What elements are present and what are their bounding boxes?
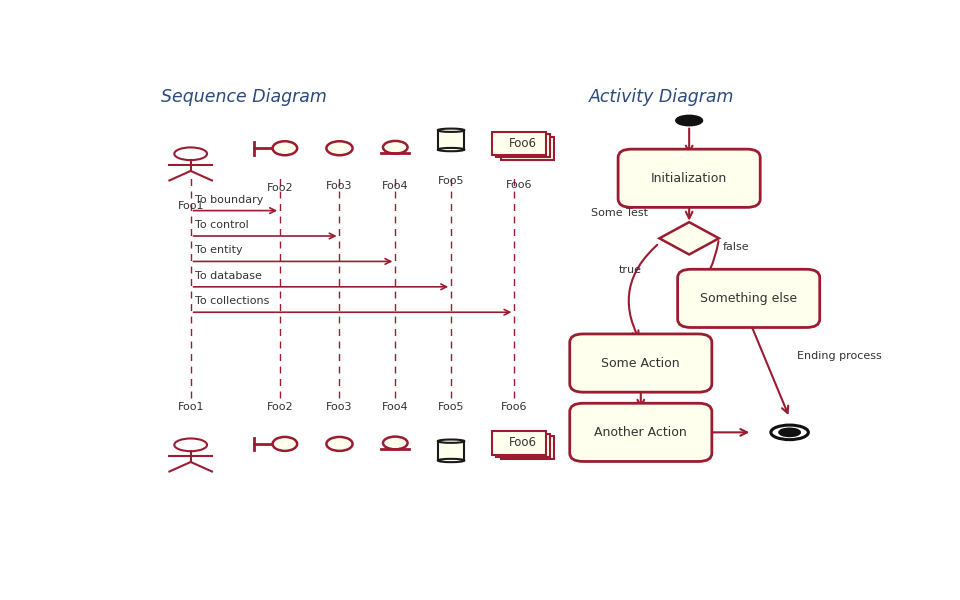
Text: Foo1: Foo1 <box>178 202 204 211</box>
Ellipse shape <box>383 141 408 154</box>
Text: Another Action: Another Action <box>594 426 687 439</box>
Text: Foo4: Foo4 <box>382 181 409 191</box>
FancyBboxPatch shape <box>569 403 712 461</box>
Text: Sequence Diagram: Sequence Diagram <box>161 88 326 106</box>
Ellipse shape <box>273 141 298 155</box>
FancyBboxPatch shape <box>501 137 555 160</box>
Text: To entity: To entity <box>195 245 243 256</box>
Text: Foo6: Foo6 <box>509 436 538 449</box>
FancyBboxPatch shape <box>438 130 465 149</box>
Text: Ending process: Ending process <box>797 351 882 361</box>
FancyBboxPatch shape <box>501 436 555 459</box>
Text: Foo3: Foo3 <box>326 181 352 191</box>
FancyBboxPatch shape <box>569 334 712 392</box>
FancyBboxPatch shape <box>678 269 820 328</box>
Text: Something else: Something else <box>700 292 797 305</box>
Text: Foo6: Foo6 <box>509 137 538 150</box>
Ellipse shape <box>438 148 465 151</box>
Text: Foo2: Foo2 <box>267 183 293 193</box>
Text: Foo5: Foo5 <box>438 403 465 412</box>
Text: To control: To control <box>195 220 249 230</box>
FancyBboxPatch shape <box>438 441 465 460</box>
Text: Some Action: Some Action <box>602 356 680 370</box>
FancyBboxPatch shape <box>496 134 550 157</box>
FancyBboxPatch shape <box>492 431 545 455</box>
Polygon shape <box>660 222 719 254</box>
Text: Foo6: Foo6 <box>501 403 528 412</box>
Ellipse shape <box>676 115 703 126</box>
Text: Foo6: Foo6 <box>506 179 532 190</box>
FancyBboxPatch shape <box>496 434 550 457</box>
Text: Foo1: Foo1 <box>178 403 204 412</box>
Ellipse shape <box>326 437 352 451</box>
Ellipse shape <box>383 437 408 449</box>
Ellipse shape <box>438 459 465 462</box>
Text: To boundary: To boundary <box>195 194 263 205</box>
Text: Activity Diagram: Activity Diagram <box>588 88 734 106</box>
Text: true: true <box>618 265 641 275</box>
Text: To database: To database <box>195 271 262 281</box>
Text: Foo5: Foo5 <box>438 176 465 186</box>
Text: Foo3: Foo3 <box>326 403 352 412</box>
Text: Foo4: Foo4 <box>382 403 409 412</box>
FancyBboxPatch shape <box>618 149 760 208</box>
Text: Initialization: Initialization <box>651 172 728 185</box>
Text: To collections: To collections <box>195 296 270 306</box>
Ellipse shape <box>273 437 298 451</box>
Ellipse shape <box>438 440 465 443</box>
Text: Some Test: Some Test <box>591 208 648 218</box>
Ellipse shape <box>326 141 352 155</box>
FancyBboxPatch shape <box>492 132 545 155</box>
Ellipse shape <box>438 128 465 132</box>
Text: false: false <box>723 242 749 252</box>
Text: Foo2: Foo2 <box>267 403 293 412</box>
Ellipse shape <box>771 425 808 440</box>
Ellipse shape <box>779 428 801 437</box>
